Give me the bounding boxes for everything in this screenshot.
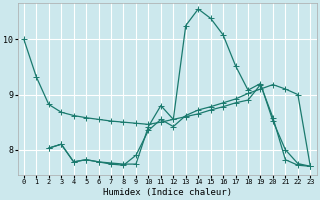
X-axis label: Humidex (Indice chaleur): Humidex (Indice chaleur) [103,188,232,197]
